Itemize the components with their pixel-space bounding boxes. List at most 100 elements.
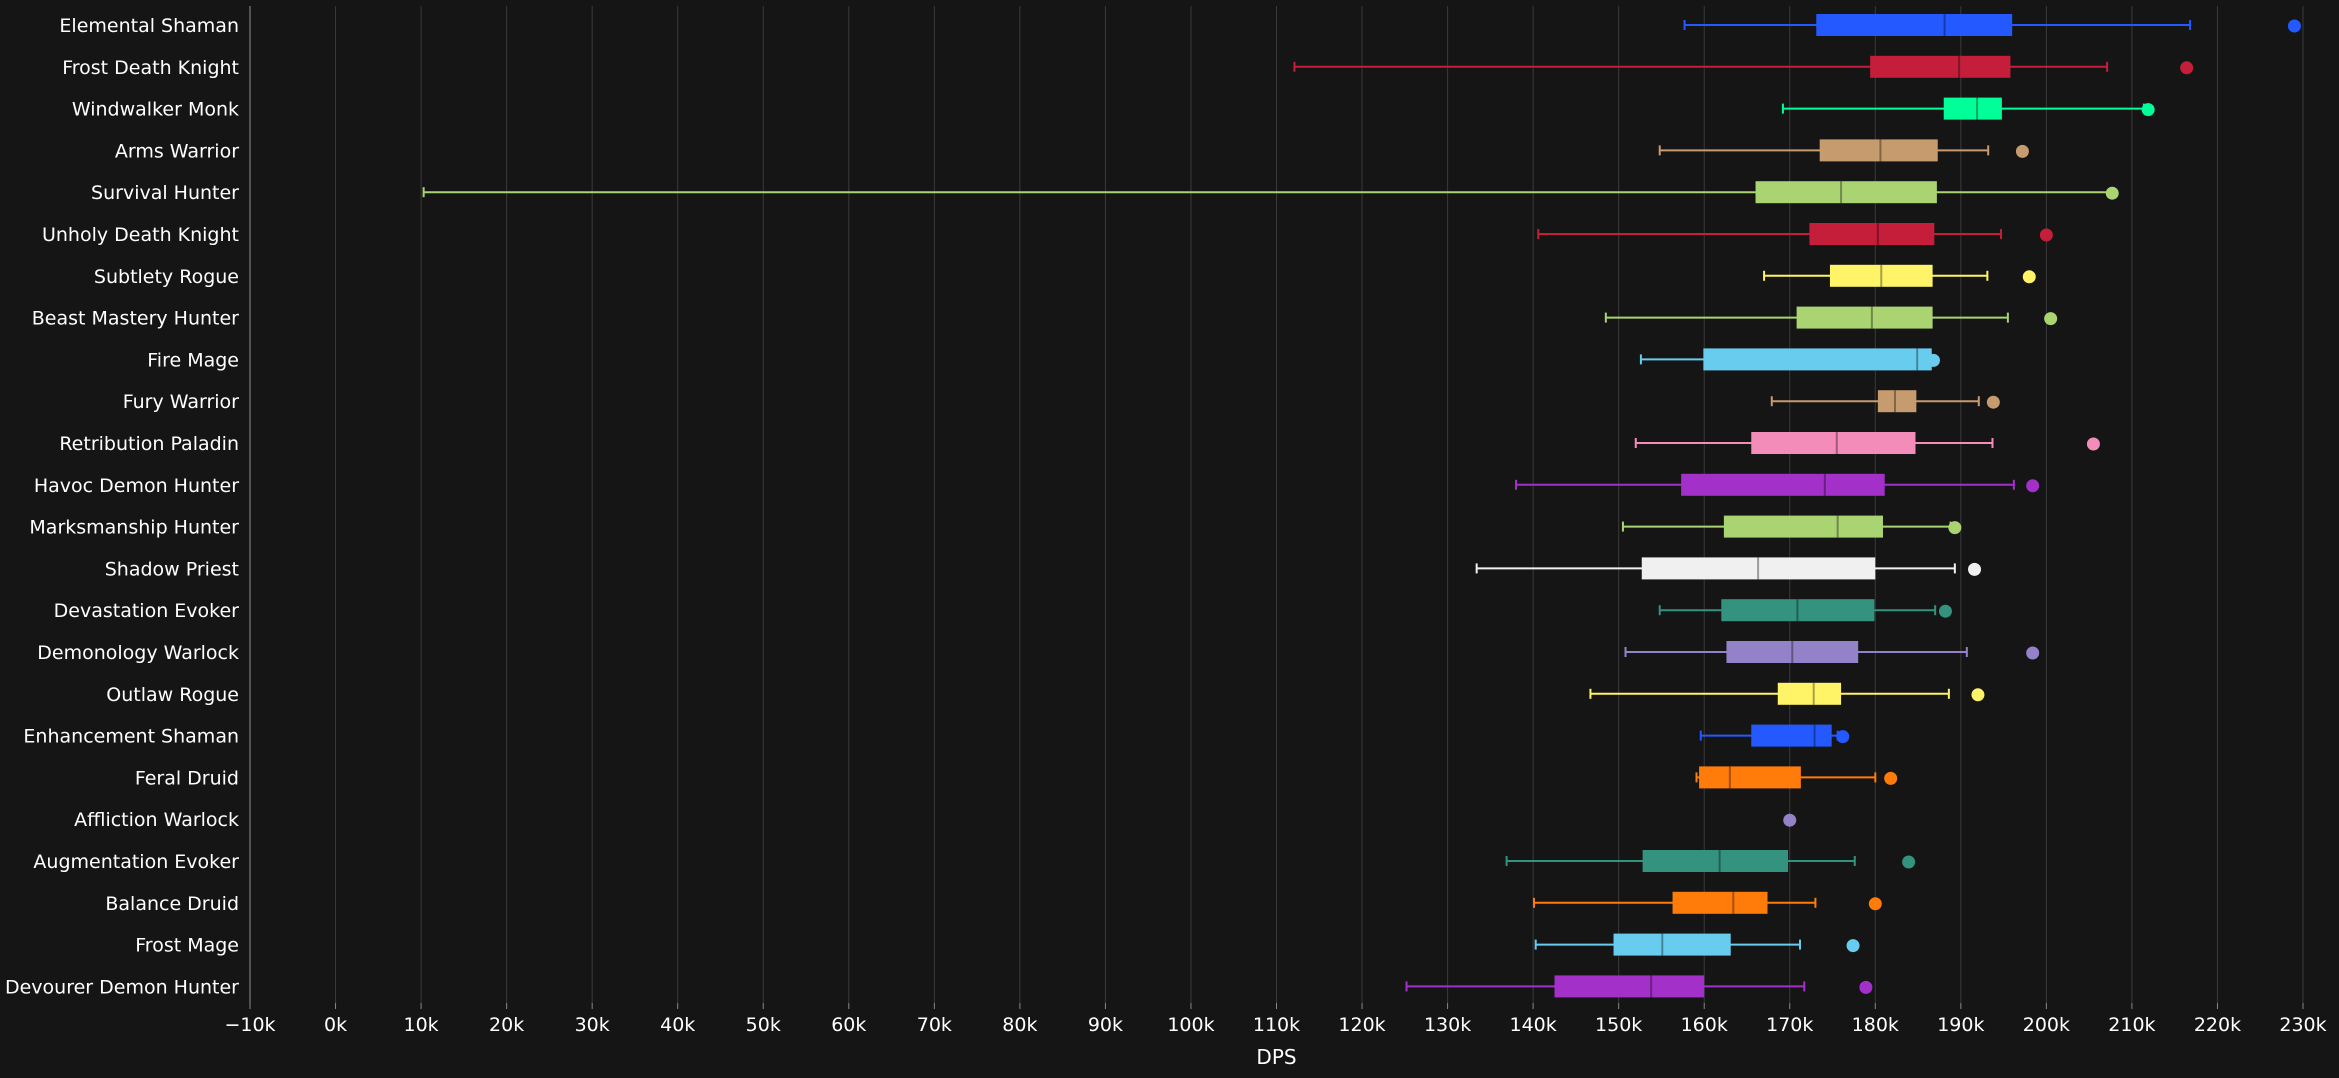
data-point — [1884, 771, 1898, 785]
series-row: Affliction Warlock — [74, 809, 1797, 831]
data-point — [1926, 353, 1940, 367]
iqr-box — [1641, 557, 1876, 580]
series-row: Frost Mage — [135, 933, 1860, 957]
series-row: Frost Death Knight — [62, 55, 2194, 79]
series-row: Unholy Death Knight — [42, 223, 2053, 246]
data-point — [1938, 604, 1952, 618]
x-tick-label: 140k — [1509, 1014, 1556, 1036]
data-point — [2026, 479, 2040, 493]
grid-lines — [335, 6, 2304, 1003]
data-point — [2105, 186, 2119, 200]
category-label: Survival Hunter — [91, 182, 239, 204]
category-label: Fire Mage — [147, 349, 239, 371]
category-label: Retribution Paladin — [59, 433, 239, 455]
x-tick-label: 230k — [2279, 1014, 2326, 1036]
series-row: Retribution Paladin — [59, 432, 2100, 455]
series-row: Fire Mage — [147, 348, 1940, 371]
iqr-box — [1870, 55, 2011, 78]
category-label: Fury Warrior — [123, 391, 239, 413]
x-tick-label: 160k — [1681, 1014, 1728, 1036]
x-tick-label: 220k — [2194, 1014, 2241, 1036]
series-row: Marksmanship Hunter — [29, 515, 1962, 539]
series-row: Windwalker Monk — [72, 97, 2155, 121]
category-label: Feral Druid — [135, 767, 239, 789]
box-series: Elemental Shaman Frost Death Knight Windwa… — [5, 14, 2301, 998]
x-tick-label: 90k — [1088, 1014, 1123, 1036]
data-point — [1859, 980, 1873, 994]
series-row: Havoc Demon Hunter — [34, 473, 2040, 497]
x-tick-label: 150k — [1595, 1014, 1642, 1036]
series-row: Survival Hunter — [91, 181, 2119, 204]
series-row: Feral Druid — [135, 766, 1898, 789]
data-point — [1846, 939, 1860, 953]
iqr-box — [1699, 766, 1801, 789]
x-axis-ticks: −10k 0k 10k 20k 30k 40k 50k 60k 70k 80k 90k 100k 110… — [224, 1003, 2327, 1036]
series-row: Devastation Evoker — [54, 599, 1952, 622]
iqr-box — [1721, 599, 1875, 622]
x-tick-label: 20k — [489, 1014, 524, 1036]
category-label: Frost Death Knight — [62, 57, 239, 79]
iqr-box — [1777, 682, 1842, 705]
iqr-box — [1642, 850, 1789, 872]
series-row: Elemental Shaman — [59, 14, 2301, 37]
category-label: Marksmanship Hunter — [29, 517, 239, 539]
category-label: Affliction Warlock — [74, 809, 239, 831]
data-point — [1986, 395, 2000, 409]
iqr-box — [1554, 975, 1705, 998]
iqr-box — [1672, 891, 1768, 914]
category-label: Elemental Shaman — [59, 15, 239, 37]
x-tick-label: −10k — [224, 1014, 275, 1036]
series-row: Subtlety Rogue — [94, 264, 2036, 288]
data-point — [2180, 61, 2194, 75]
data-point — [2022, 270, 2036, 284]
data-point — [1948, 521, 1962, 535]
category-label: Windwalker Monk — [72, 99, 239, 121]
x-tick-label: 170k — [1766, 1014, 1813, 1036]
iqr-box — [1723, 515, 1883, 538]
iqr-box — [1809, 223, 1935, 245]
iqr-box — [1877, 390, 1917, 413]
x-tick-label: 110k — [1253, 1014, 1300, 1036]
category-label: Demonology Warlock — [37, 642, 239, 664]
x-tick-label: 10k — [403, 1014, 438, 1036]
x-tick-label: 60k — [831, 1014, 866, 1036]
category-label: Unholy Death Knight — [42, 224, 239, 246]
iqr-box — [1726, 641, 1859, 663]
category-label: Shadow Priest — [105, 558, 239, 580]
data-point — [1783, 813, 1797, 827]
series-row: Beast Mastery Hunter — [32, 306, 2058, 330]
data-point — [2086, 437, 2100, 451]
data-point — [2039, 228, 2053, 242]
x-tick-label: 0k — [324, 1014, 347, 1036]
x-tick-label: 210k — [2108, 1014, 2155, 1036]
category-label: Devastation Evoker — [54, 600, 240, 622]
x-tick-label: 190k — [1937, 1014, 1984, 1036]
data-point — [1868, 897, 1882, 911]
series-row: Shadow Priest — [105, 557, 1982, 580]
data-point — [2141, 103, 2155, 117]
iqr-box — [1755, 181, 1937, 204]
series-row: Augmentation Evoker — [33, 850, 1916, 873]
x-tick-label: 40k — [660, 1014, 695, 1036]
data-point — [1971, 688, 1985, 702]
data-point — [2026, 646, 2040, 660]
iqr-box — [1819, 139, 1938, 162]
series-row: Enhancement Shaman — [23, 724, 1850, 748]
x-tick-label: 120k — [1338, 1014, 1385, 1036]
category-label: Arms Warrior — [115, 140, 239, 162]
category-label: Enhancement Shaman — [23, 726, 239, 748]
iqr-box — [1613, 933, 1731, 956]
series-row: Balance Druid — [105, 891, 1882, 915]
series-row: Devourer Demon Hunter — [5, 975, 1873, 998]
category-label: Augmentation Evoker — [33, 851, 239, 873]
data-point — [1968, 562, 1982, 576]
x-tick-label: 30k — [575, 1014, 610, 1036]
x-tick-label: 100k — [1167, 1014, 1214, 1036]
category-label: Outlaw Rogue — [106, 684, 239, 706]
data-point — [1836, 730, 1850, 744]
iqr-box — [1681, 473, 1885, 496]
x-tick-label: 200k — [2023, 1014, 2070, 1036]
data-point — [1902, 855, 1916, 869]
data-point — [2015, 144, 2029, 158]
